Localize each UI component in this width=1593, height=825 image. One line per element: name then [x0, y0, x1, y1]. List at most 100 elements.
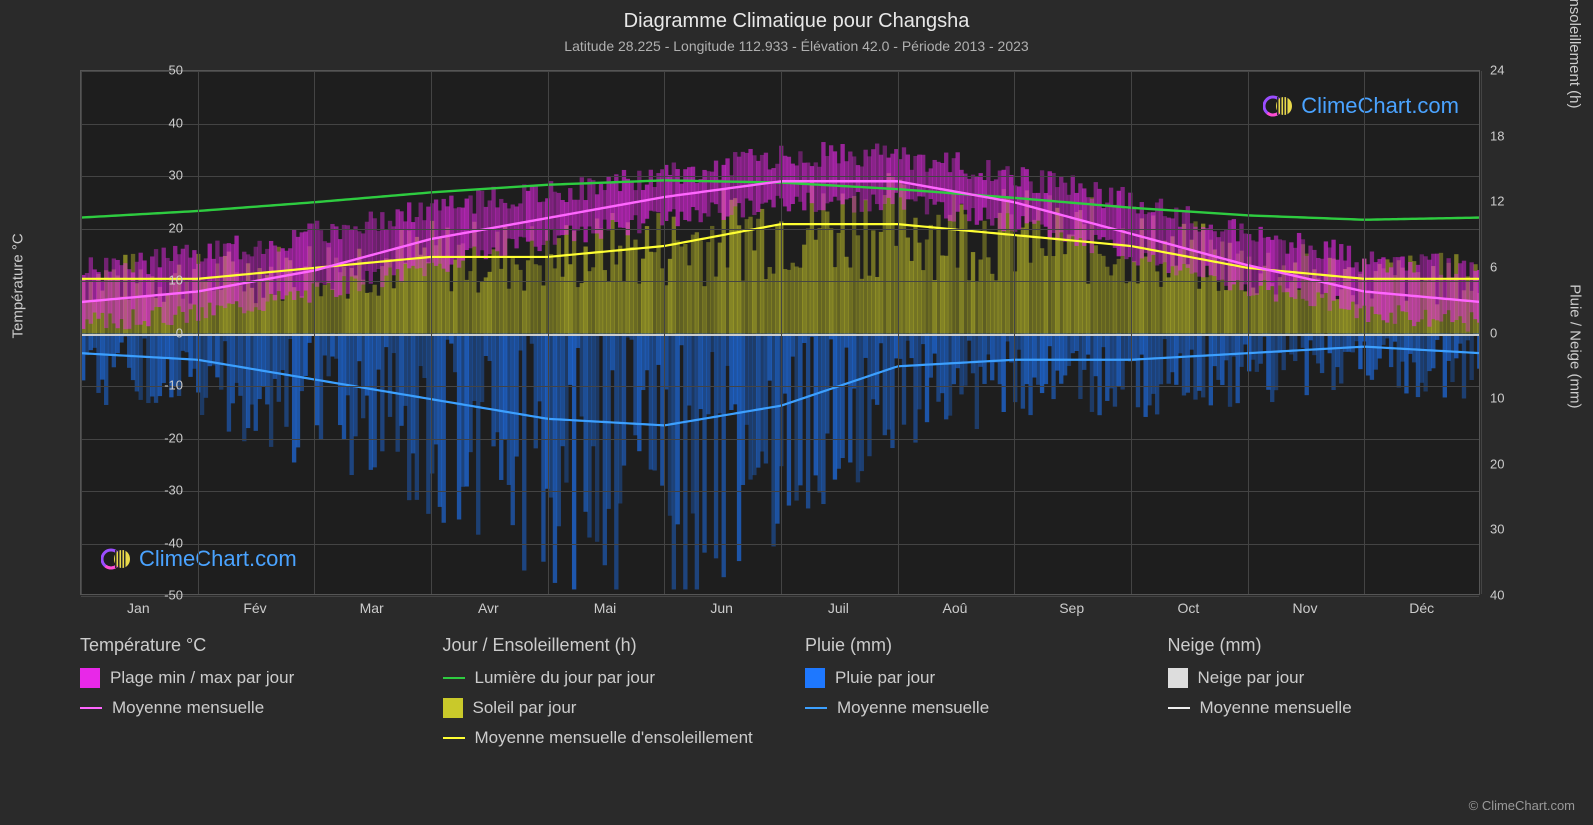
legend-item: Soleil par jour: [443, 698, 796, 718]
plot-svg: [81, 71, 1479, 594]
month-label: Juil: [828, 600, 849, 616]
grid-line-v: [314, 71, 315, 594]
legend-item: Moyenne mensuelle: [805, 698, 1158, 718]
legend-item: Plage min / max par jour: [80, 668, 433, 688]
legend-label: Moyenne mensuelle: [1200, 698, 1352, 718]
legend-label: Soleil par jour: [473, 698, 577, 718]
grid-line-h: [81, 596, 1479, 597]
grid-line-v: [548, 71, 549, 594]
month-label: Fév: [243, 600, 266, 616]
left-tick-label: 10: [143, 273, 183, 288]
legend-section: Neige (mm) Neige par jour Moyenne mensuell…: [1168, 635, 1521, 758]
legend-item: Pluie par jour: [805, 668, 1158, 688]
right-tick-label-mm: 10: [1490, 391, 1530, 406]
right-tick-label-mm: 20: [1490, 456, 1530, 471]
legend-section-title: Jour / Ensoleillement (h): [443, 635, 796, 656]
month-label: Mar: [360, 600, 384, 616]
grid-line-h: [81, 229, 1479, 230]
legend-section: Pluie (mm) Pluie par jour Moyenne mensuell…: [805, 635, 1158, 758]
chart-subtitle: Latitude 28.225 - Longitude 112.933 - Él…: [0, 33, 1593, 54]
left-tick-label: 50: [143, 63, 183, 78]
legend-line-swatch: [443, 677, 465, 680]
month-label: Avr: [478, 600, 499, 616]
legend-item: Neige par jour: [1168, 668, 1521, 688]
grid-line-v: [664, 71, 665, 594]
right-tick-label-hours: 6: [1490, 259, 1530, 274]
legend-item: Moyenne mensuelle: [1168, 698, 1521, 718]
grid-line-v: [1364, 71, 1365, 594]
right-axis-title-bottom: Pluie / Neige (mm): [1567, 284, 1584, 408]
left-tick-label: 20: [143, 220, 183, 235]
grid-line-v: [1481, 71, 1482, 594]
month-label: Jun: [710, 600, 733, 616]
legend-swatch: [1168, 668, 1188, 688]
plot-area: ClimeChart.com ClimeChart.com: [80, 70, 1480, 595]
legend: Température °C Plage min / max par jour Mo…: [80, 635, 1520, 758]
legend-item: Moyenne mensuelle d'ensoleillement: [443, 728, 796, 748]
month-label: Jan: [127, 600, 150, 616]
right-tick-label-mm: 40: [1490, 588, 1530, 603]
right-tick-label-hours: 12: [1490, 194, 1530, 209]
legend-section-title: Neige (mm): [1168, 635, 1521, 656]
watermark-bottom: ClimeChart.com: [101, 544, 297, 574]
legend-label: Moyenne mensuelle d'ensoleillement: [475, 728, 753, 748]
grid-line-h: [81, 176, 1479, 177]
grid-line-h: [81, 386, 1479, 387]
grid-line-h: [81, 71, 1479, 72]
watermark-text: ClimeChart.com: [1301, 93, 1459, 119]
legend-label: Neige par jour: [1198, 668, 1305, 688]
right-tick-label-hours: 24: [1490, 63, 1530, 78]
grid-line-v: [431, 71, 432, 594]
month-label: Déc: [1409, 600, 1434, 616]
grid-line-v: [781, 71, 782, 594]
legend-swatch: [80, 668, 100, 688]
chart-title: Diagramme Climatique pour Changsha: [0, 0, 1593, 33]
month-label: Mai: [594, 600, 617, 616]
month-label: Nov: [1293, 600, 1318, 616]
left-tick-label: 0: [143, 325, 183, 340]
left-axis-title: Température °C: [10, 233, 27, 338]
right-tick-label-hours: 18: [1490, 128, 1530, 143]
right-tick-label-mm: 30: [1490, 522, 1530, 537]
legend-line-swatch: [805, 707, 827, 710]
legend-item: Moyenne mensuelle: [80, 698, 433, 718]
grid-line-h: [81, 544, 1479, 545]
left-tick-label: -30: [143, 483, 183, 498]
month-label: Sep: [1059, 600, 1084, 616]
grid-line-h: [81, 491, 1479, 492]
legend-label: Pluie par jour: [835, 668, 935, 688]
grid-line-v: [1131, 71, 1132, 594]
right-axis-title-top: Jour / Ensoleillement (h): [1567, 0, 1584, 109]
month-label: Aoû: [943, 600, 968, 616]
left-tick-label: -40: [143, 535, 183, 550]
left-tick-label: -20: [143, 430, 183, 445]
legend-section: Jour / Ensoleillement (h) Lumière du jour…: [443, 635, 796, 758]
climechart-logo-icon: [101, 544, 131, 574]
left-tick-label: -10: [143, 378, 183, 393]
legend-line-swatch: [1168, 707, 1190, 710]
grid-line-h: [81, 124, 1479, 125]
legend-swatch: [443, 698, 463, 718]
copyright: © ClimeChart.com: [1469, 798, 1575, 813]
grid-line-h: [81, 281, 1479, 282]
grid-line-v: [1014, 71, 1015, 594]
legend-section: Température °C Plage min / max par jour Mo…: [80, 635, 433, 758]
left-tick-label: 40: [143, 115, 183, 130]
right-tick-label-hours: 0: [1490, 325, 1530, 340]
legend-line-swatch: [80, 707, 102, 710]
left-tick-label: 30: [143, 168, 183, 183]
legend-swatch: [805, 668, 825, 688]
grid-line-v: [81, 71, 82, 594]
grid-line-h: [81, 439, 1479, 440]
grid-line-v: [1248, 71, 1249, 594]
climate-chart-container: Diagramme Climatique pour Changsha Latit…: [0, 0, 1593, 825]
climechart-logo-icon: [1263, 91, 1293, 121]
grid-line-v: [198, 71, 199, 594]
legend-label: Lumière du jour par jour: [475, 668, 655, 688]
legend-line-swatch: [443, 737, 465, 740]
legend-label: Moyenne mensuelle: [837, 698, 989, 718]
legend-section-title: Température °C: [80, 635, 433, 656]
legend-item: Lumière du jour par jour: [443, 668, 796, 688]
legend-section-title: Pluie (mm): [805, 635, 1158, 656]
zero-line: [81, 334, 1479, 336]
